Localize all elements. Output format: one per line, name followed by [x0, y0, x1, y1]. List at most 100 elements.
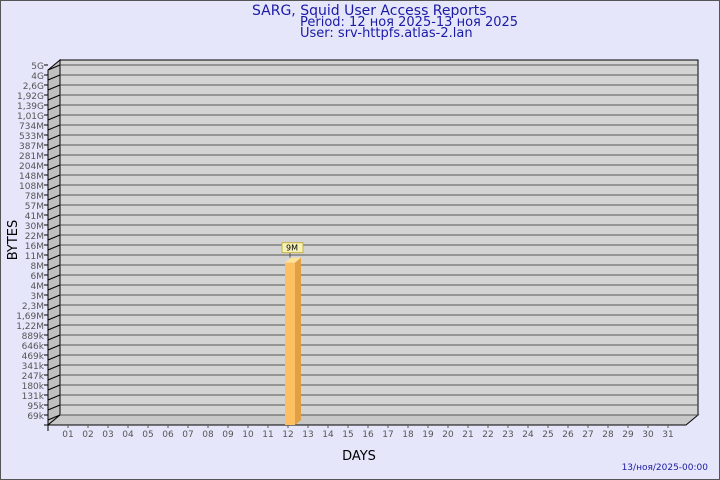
x-tick-label: 18	[402, 430, 414, 440]
gridline-side	[47, 154, 61, 161]
y-tick-label: 11M	[25, 252, 44, 262]
gridline-side	[47, 364, 61, 371]
plot-floor	[46, 414, 700, 426]
y-tick-label: 6M	[31, 272, 45, 282]
x-tick-label: 30	[642, 430, 654, 440]
y-tick-label: 1,22M	[16, 322, 44, 332]
gridline-side	[47, 384, 61, 391]
y-tick-label: 8M	[31, 262, 45, 272]
x-tick-label: 29	[622, 430, 634, 440]
y-tick-label: 646k	[22, 342, 45, 352]
x-tick-label: 01	[62, 430, 73, 440]
gridline-side	[47, 144, 61, 151]
y-tick-label: 95k	[27, 402, 44, 412]
x-tick-label: 10	[242, 430, 254, 440]
y-tick-label: 16M	[25, 242, 44, 252]
chart-title: SARG, Squid User Access Reports	[252, 3, 487, 19]
gridline-side	[47, 124, 61, 131]
x-tick-label: 13	[302, 430, 313, 440]
x-axis-label: DAYS	[342, 449, 376, 464]
gridline-side	[47, 264, 61, 271]
x-tick-label: 23	[502, 430, 513, 440]
y-tick-label: 1,01G	[17, 112, 44, 122]
gridline-side	[47, 174, 61, 181]
gridline-side	[47, 94, 61, 101]
gridline-side	[47, 314, 61, 321]
x-tick-label: 02	[82, 430, 93, 440]
gridline-side	[47, 84, 61, 91]
x-tick-label: 16	[362, 430, 374, 440]
y-tick-label: 69k	[27, 412, 44, 422]
y-tick-label: 1,69M	[16, 312, 44, 322]
x-tick-label: 03	[102, 430, 113, 440]
y-tick-label: 131k	[22, 392, 45, 402]
y-axis-label: BYTES	[6, 220, 21, 261]
gridline-side	[47, 204, 61, 211]
gridline-side	[47, 194, 61, 201]
x-tick-label: 25	[542, 430, 553, 440]
gridline-side	[47, 394, 61, 401]
y-tick-label: 341k	[22, 362, 45, 372]
gridline-side	[47, 354, 61, 361]
y-tick-label: 2,3M	[22, 302, 44, 312]
y-tick-label: 1,92G	[17, 92, 44, 102]
gridline-side	[47, 414, 61, 421]
gridline-side	[47, 234, 61, 241]
y-tick-label: 469k	[22, 352, 45, 362]
y-tick-label: 108M	[19, 182, 44, 192]
data-label: 9M	[286, 244, 298, 253]
y-tick-label: 734M	[19, 122, 44, 132]
gridline-side	[47, 344, 61, 351]
gridline-side	[47, 404, 61, 411]
y-tick-label: 387M	[19, 142, 44, 152]
gridline-side	[47, 244, 61, 251]
bar-12-top	[285, 257, 301, 263]
bar-12-side	[295, 257, 301, 425]
x-tick-label: 04	[122, 430, 134, 440]
y-tick-label: 57M	[25, 202, 44, 212]
y-tick-label: 22M	[25, 232, 44, 242]
gridline-side	[47, 254, 61, 261]
footer-timestamp: 13/ноя/2025-00:00	[622, 463, 709, 473]
x-tick-label: 24	[522, 430, 534, 440]
y-tick-label: 533M	[19, 132, 44, 142]
plot-back-wall	[59, 59, 699, 416]
y-tick-label: 2,6G	[23, 82, 44, 92]
x-tick-label: 09	[222, 430, 234, 440]
gridline-side	[47, 224, 61, 231]
gridline-side	[47, 274, 61, 281]
x-tick-label: 27	[582, 430, 593, 440]
gridline-side	[47, 134, 61, 141]
x-tick-label: 06	[162, 430, 174, 440]
gridline-side	[47, 214, 61, 221]
x-tick-label: 28	[602, 430, 614, 440]
x-tick-label: 20	[442, 430, 454, 440]
y-tick-label: 78M	[25, 192, 44, 202]
x-tick-label: 08	[202, 430, 214, 440]
y-tick-label: 4M	[31, 282, 45, 292]
x-tick-label: 11	[262, 430, 273, 440]
y-tick-label: 41M	[25, 212, 44, 222]
gridline-side	[47, 374, 61, 381]
gridline-side	[47, 184, 61, 191]
y-tick-label: 180k	[22, 382, 45, 392]
y-tick-label: 247k	[22, 372, 45, 382]
y-tick-label: 204M	[19, 162, 44, 172]
x-tick-label: 31	[662, 430, 673, 440]
x-tick-label: 15	[342, 430, 353, 440]
x-tick-label: 17	[382, 430, 393, 440]
chart-user: User: srv-httpfs.atlas-2.lan	[300, 26, 473, 41]
y-tick-label: 4G	[31, 72, 44, 82]
y-tick-label: 148M	[19, 172, 44, 182]
gridline-side	[47, 304, 61, 311]
gridline-side	[47, 294, 61, 301]
x-tick-label: 21	[462, 430, 473, 440]
y-tick-label: 3M	[31, 292, 45, 302]
gridline-side	[47, 334, 61, 341]
y-tick-label: 5G	[31, 62, 44, 72]
gridline-side	[47, 284, 61, 291]
x-tick-label: 14	[322, 430, 334, 440]
gridline-side	[47, 104, 61, 111]
x-tick-label: 19	[422, 430, 434, 440]
plot-side-wall	[47, 58, 61, 427]
